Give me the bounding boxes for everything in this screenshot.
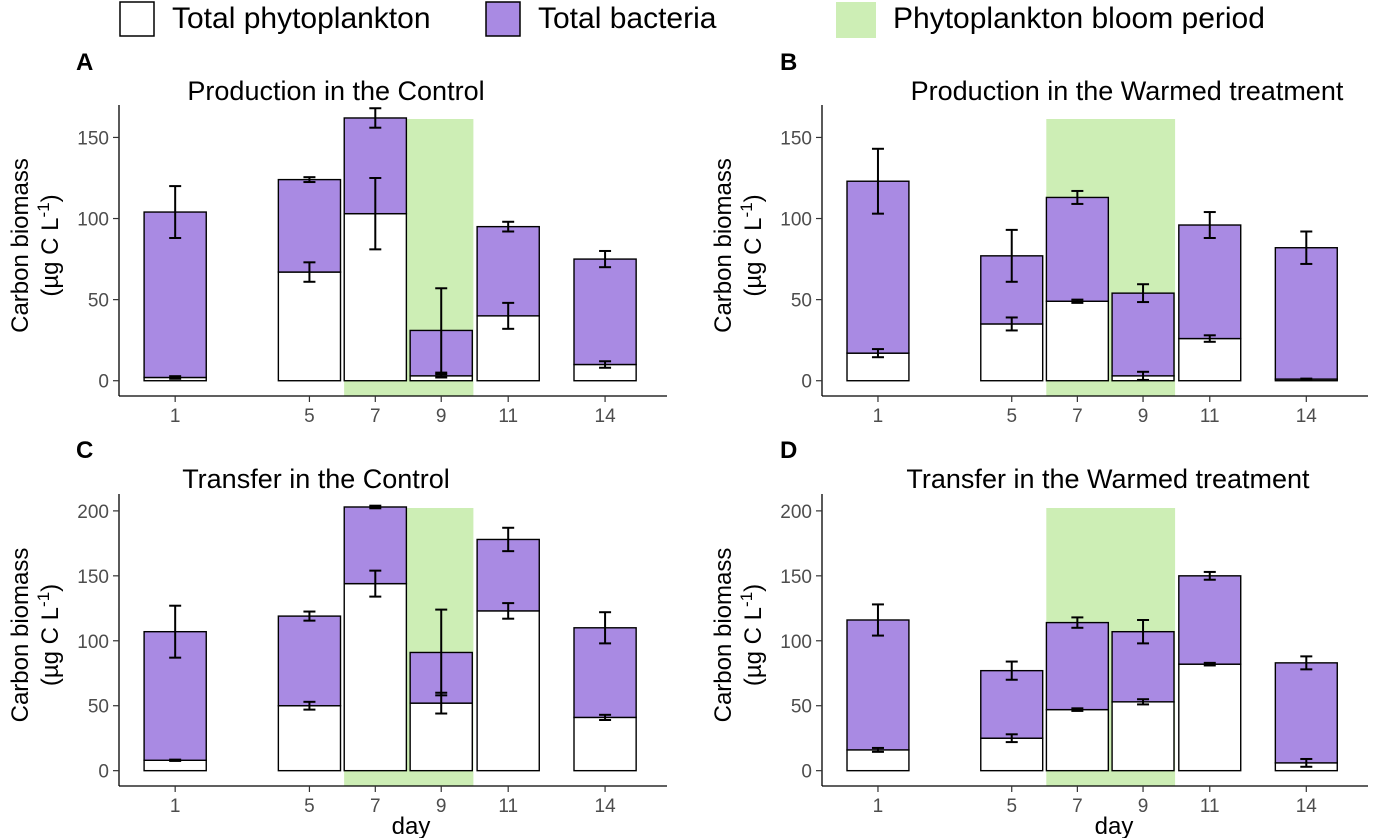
bar-bacteria-day-14: [573, 258, 637, 366]
y-tick-label: 100: [780, 632, 812, 653]
x-tick-label: 9: [436, 406, 447, 427]
x-tick-label: 14: [1296, 796, 1318, 817]
bar-bacteria-day-9: [1111, 292, 1175, 377]
y-tick-label: 100: [780, 210, 812, 231]
y-tick-label: 50: [88, 697, 109, 718]
bar-phytoplankton-day-5: [277, 271, 342, 382]
y-tick-label: 50: [88, 291, 109, 312]
x-axis-label: day: [392, 813, 431, 838]
x-tick-label: 5: [304, 796, 315, 817]
bar-phytoplankton-day-5: [277, 705, 342, 772]
bar-bacteria-day-14: [1274, 662, 1338, 764]
panel-c: C Transfer in the Control 0 50 100 150 200 1 5 7 9…: [7, 437, 667, 838]
y-tick-label: 150: [780, 128, 812, 149]
y-tick-label: 50: [791, 697, 812, 718]
bar-bacteria-day-11: [1178, 224, 1242, 340]
y-axis-label: Carbon biomass: [7, 548, 34, 723]
bar-bacteria-day-11: [1178, 575, 1242, 665]
y-tick-label: 150: [77, 567, 109, 588]
bar-bacteria-day-5: [277, 178, 342, 273]
legend-swatch-bloom: [836, 2, 876, 38]
x-tick-label: 1: [873, 406, 884, 427]
y-tick-label: 0: [98, 372, 109, 393]
legend-label-bacteria: Total bacteria: [538, 2, 717, 35]
y-axis-label: Carbon biomass: [710, 548, 737, 723]
y-axis-label-units: (µg C L-1): [737, 194, 767, 296]
y-tick-label: 0: [98, 762, 109, 783]
panel-letter: D: [780, 437, 797, 464]
panel-title: Production in the Control: [187, 76, 484, 106]
y-tick-label: 100: [77, 632, 109, 653]
x-tick-label: 7: [370, 406, 381, 427]
x-tick-label: 7: [1072, 796, 1083, 817]
bar-phytoplankton-day-7: [343, 212, 408, 382]
bar-bacteria-day-7: [1045, 196, 1110, 302]
panel-b: B Production in the Warmed treatment 0 50 10…: [710, 49, 1368, 427]
x-tick-label: 9: [1138, 406, 1149, 427]
bar-bacteria-day-5: [277, 615, 342, 707]
y-axis-label-units: (µg C L-1): [34, 584, 64, 686]
x-tick-label: 11: [1200, 406, 1220, 427]
bar-phytoplankton-day-11: [476, 610, 540, 772]
x-tick-label: 11: [1200, 796, 1220, 817]
x-tick-label: 7: [370, 796, 381, 817]
x-tick-label: 11: [498, 406, 518, 427]
panel-d: D Transfer in the Warmed treatment 0 50 100 1…: [710, 437, 1368, 838]
bar-bacteria-day-5: [980, 669, 1044, 739]
x-tick-label: 9: [1138, 796, 1149, 817]
y-tick-label: 0: [801, 372, 812, 393]
bar-bacteria-day-7: [1045, 621, 1110, 711]
bar-phytoplankton-day-7: [1045, 300, 1110, 382]
x-tick-label: 5: [1006, 796, 1017, 817]
x-tick-label: 7: [1072, 406, 1083, 427]
y-tick-label: 50: [791, 291, 812, 312]
x-tick-label: 1: [873, 796, 884, 817]
x-tick-label: 11: [498, 796, 518, 817]
bar-bacteria-day-1: [143, 211, 207, 379]
bar-bacteria-day-1: [846, 619, 910, 751]
bar-phytoplankton-day-9: [1111, 701, 1175, 772]
y-tick-label: 100: [77, 210, 109, 231]
panel-title: Production in the Warmed treatment: [911, 76, 1344, 106]
x-tick-label: 1: [170, 406, 181, 427]
y-axis-label: Carbon biomass: [710, 158, 737, 333]
bar-phytoplankton-day-7: [1045, 708, 1110, 772]
panel-a: A Production in the Control 0 50 100 150 1 5 7 9 1…: [7, 49, 667, 427]
bar-phytoplankton-day-14: [573, 716, 637, 772]
legend-swatch-bacteria: [485, 1, 521, 37]
x-tick-label: 14: [1296, 406, 1318, 427]
y-axis-label-units: (µg C L-1): [34, 194, 64, 296]
panel-title: Transfer in the Control: [182, 464, 450, 494]
x-axis-label: day: [1095, 813, 1134, 838]
legend-label-bloom: Phytoplankton bloom period: [893, 2, 1265, 35]
x-tick-label: 9: [436, 796, 447, 817]
bar-bacteria-day-14: [1274, 247, 1338, 380]
x-tick-label: 1: [170, 796, 181, 817]
legend-swatch-phytoplankton: [119, 1, 155, 37]
y-tick-label: 0: [801, 762, 812, 783]
bar-phytoplankton-day-7: [343, 582, 408, 772]
y-axis-label: Carbon biomass: [7, 158, 34, 333]
x-tick-label: 14: [595, 796, 617, 817]
y-tick-label: 150: [77, 128, 109, 149]
panel-letter: C: [76, 437, 93, 464]
x-tick-label: 5: [1006, 406, 1017, 427]
panel-letter: A: [76, 49, 93, 76]
y-tick-label: 200: [780, 502, 812, 523]
x-tick-label: 14: [595, 406, 617, 427]
legend: Total phytoplankton Total bacteria Phyto…: [119, 1, 1265, 38]
y-axis-label-units: (µg C L-1): [737, 584, 767, 686]
bar-phytoplankton-day-11: [1178, 663, 1242, 772]
bar-phytoplankton-day-1: [846, 749, 910, 772]
panel-letter: B: [780, 49, 797, 76]
x-tick-label: 5: [304, 406, 315, 427]
legend-label-phytoplankton: Total phytoplankton: [172, 2, 431, 35]
bar-phytoplankton-day-5: [980, 323, 1044, 382]
y-tick-label: 150: [780, 567, 812, 588]
panel-title: Transfer in the Warmed treatment: [906, 464, 1310, 494]
y-tick-label: 200: [77, 502, 109, 523]
bar-phytoplankton-day-11: [1178, 337, 1242, 382]
